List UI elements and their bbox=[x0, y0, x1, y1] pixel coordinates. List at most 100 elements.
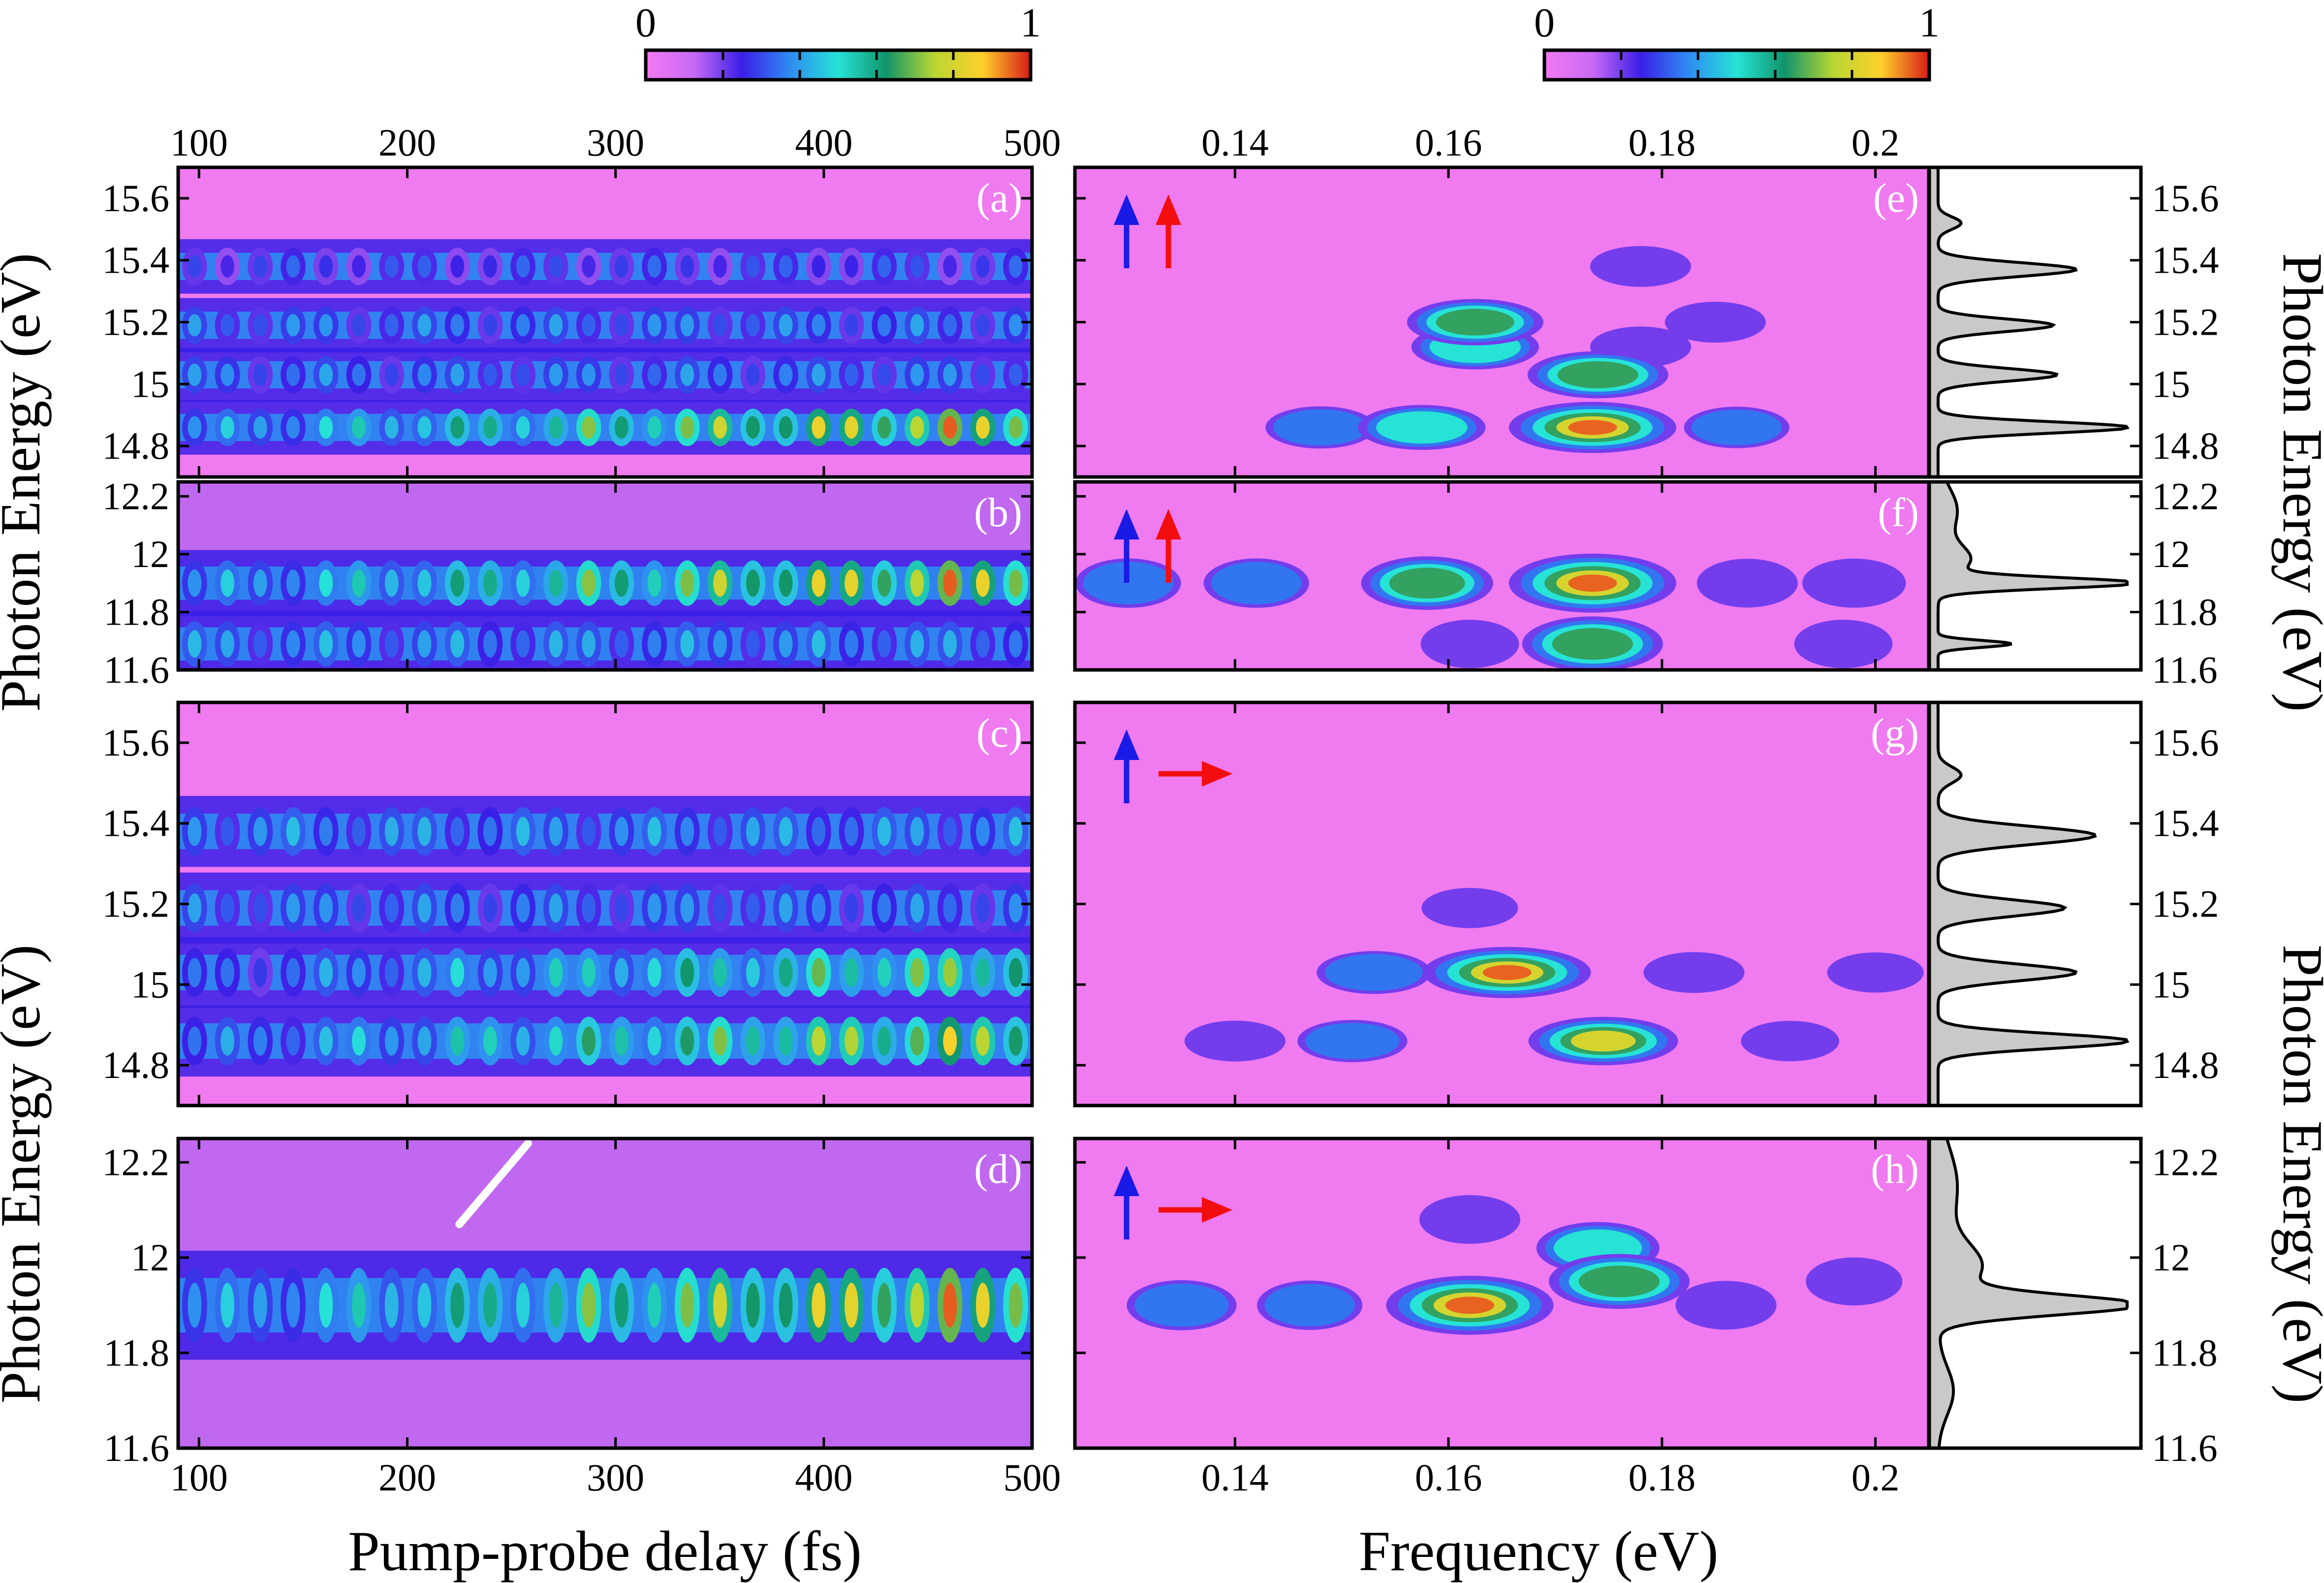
spectrum-frame bbox=[1927, 1137, 2143, 1450]
band-spot-core bbox=[746, 817, 760, 846]
band-spot-core bbox=[516, 569, 530, 597]
band-spot-core bbox=[779, 314, 793, 337]
band-core bbox=[178, 361, 1032, 389]
band-spot-core bbox=[910, 958, 924, 987]
band-spot-core bbox=[812, 363, 826, 386]
band-spot-core bbox=[713, 569, 727, 597]
spectral-peak bbox=[1664, 302, 1766, 343]
band-spot-core bbox=[582, 255, 596, 278]
band-spot-core bbox=[516, 817, 530, 846]
spectrum-panel-3: 14.8 15 15.2 15.4 15.6 bbox=[1927, 700, 2219, 1108]
band-spot-core bbox=[549, 958, 563, 987]
band-spot-core bbox=[812, 958, 826, 987]
band-spot-core bbox=[253, 958, 267, 987]
band-spot-core bbox=[483, 569, 497, 597]
band-spot-core bbox=[779, 958, 793, 987]
band-spot-core bbox=[286, 893, 300, 923]
band-spot-core bbox=[319, 255, 333, 278]
polarization-arrow-blue-head bbox=[1114, 1166, 1139, 1196]
ytick-label: 12 bbox=[2152, 1236, 2190, 1279]
spectral-peak bbox=[1578, 1266, 1660, 1298]
ytick-label: 15.4 bbox=[2152, 802, 2219, 845]
band-spot-core bbox=[614, 1026, 628, 1056]
band-spot-core bbox=[549, 817, 563, 846]
panel-label: (h) bbox=[1871, 1146, 1919, 1192]
spectral-peak bbox=[1794, 620, 1893, 668]
ylabel-left-top: Photon Energy (eV) bbox=[0, 253, 52, 712]
band-spot-core bbox=[319, 1283, 333, 1328]
band-spot-core bbox=[450, 314, 465, 337]
band-spot-core bbox=[352, 363, 366, 386]
band-spot-core bbox=[188, 255, 202, 278]
band-spot-core bbox=[975, 569, 990, 597]
spectrum-fill bbox=[1929, 702, 2127, 1106]
band-spot-core bbox=[1008, 255, 1023, 278]
band-spot-core bbox=[220, 958, 235, 987]
band-spot-core bbox=[779, 1283, 793, 1328]
band-spot-core bbox=[516, 630, 530, 658]
panel-b: 11.6 11.8 12 12.2 (b) bbox=[102, 475, 1034, 691]
band-spot-core bbox=[549, 314, 563, 337]
band-spot-core bbox=[352, 416, 366, 439]
band-spot-core bbox=[384, 416, 399, 439]
spectral-peak bbox=[1305, 1023, 1400, 1059]
band-spot-core bbox=[253, 630, 267, 658]
xtick-label: 200 bbox=[378, 1456, 436, 1499]
band-spot-core bbox=[812, 1283, 826, 1328]
spectral-peak bbox=[1134, 1284, 1229, 1327]
xtick-label: 0.14 bbox=[1201, 1456, 1269, 1499]
band-spot-core bbox=[352, 1283, 366, 1328]
band-spot-core bbox=[483, 255, 497, 278]
band-spot-core bbox=[779, 363, 793, 386]
band-spot-core bbox=[352, 958, 366, 987]
panel-label: (e) bbox=[1873, 175, 1919, 221]
band-spot-core bbox=[516, 958, 530, 987]
ytick-label: 12 bbox=[131, 533, 169, 575]
band-spot-core bbox=[450, 817, 465, 846]
band-spot-core bbox=[746, 255, 760, 278]
ytick-label: 11.8 bbox=[103, 590, 169, 633]
band-spot-core bbox=[845, 1283, 858, 1328]
band-spot-core bbox=[384, 817, 399, 846]
band-spot-core bbox=[746, 569, 760, 597]
band-spot-core bbox=[549, 1026, 563, 1056]
band-spot-core bbox=[220, 416, 235, 439]
band-spot-core bbox=[582, 893, 596, 923]
band-spot-core bbox=[779, 416, 793, 439]
band-spot-core bbox=[319, 630, 333, 658]
band-core bbox=[178, 954, 1032, 990]
ytick-label: 11.6 bbox=[2152, 1426, 2218, 1469]
band-spot-core bbox=[943, 416, 957, 439]
band-spot-core bbox=[812, 416, 826, 439]
spectrum-panel-1: 14.8 15 15.2 15.4 15.6 bbox=[1927, 165, 2219, 479]
panel-a: 14.8 15 15.2 15.4 15.6 (a) 100 200 300 400 500 bbox=[102, 121, 1061, 479]
band-spot-core bbox=[220, 569, 235, 597]
band-spot-core bbox=[483, 893, 497, 923]
ytick-label: 15.2 bbox=[2152, 301, 2219, 344]
band-spot-core bbox=[286, 416, 300, 439]
panel-h: (h) 0.14 0.16 0.18 0.2 bbox=[1073, 1137, 1931, 1499]
band-core bbox=[178, 413, 1032, 442]
ytick-label: 12 bbox=[131, 1236, 169, 1279]
band-spot-core bbox=[417, 569, 432, 597]
band-spot-core bbox=[319, 893, 333, 923]
band-spot-core bbox=[352, 314, 366, 337]
band-spot-core bbox=[417, 817, 432, 846]
band-spot-core bbox=[713, 416, 727, 439]
polarization-arrow-blue-head bbox=[1114, 194, 1139, 225]
band-spot-core bbox=[220, 630, 235, 658]
white-guide-line bbox=[455, 1139, 532, 1229]
xtick-label: 500 bbox=[1004, 1456, 1061, 1499]
band-spot-core bbox=[713, 817, 727, 846]
band-spot-core bbox=[450, 1283, 465, 1328]
band-spot-core bbox=[188, 817, 202, 846]
spectrum-panel-4: 11.6 11.8 12 12.2 bbox=[1927, 1137, 2219, 1469]
band-spot-core bbox=[975, 817, 990, 846]
band-core bbox=[178, 814, 1032, 850]
band-spot-core bbox=[582, 314, 596, 337]
band-spot-core bbox=[1008, 416, 1023, 439]
band-spot-core bbox=[680, 893, 694, 923]
band-spot-core bbox=[253, 1026, 267, 1056]
band-spot-core bbox=[417, 893, 432, 923]
band-spot-core bbox=[450, 630, 465, 658]
